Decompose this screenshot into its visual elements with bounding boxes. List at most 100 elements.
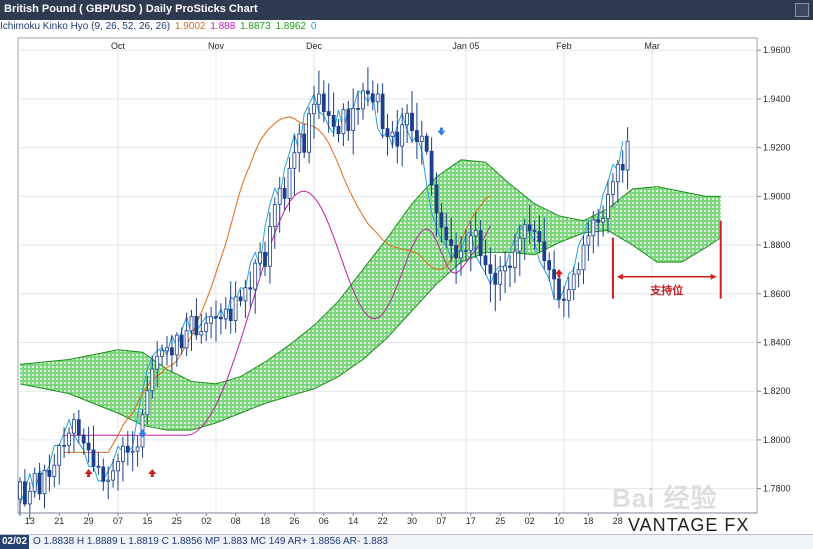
buy-signal-arrow: [555, 269, 563, 275]
baidu-watermark: Bai 经验: [612, 483, 718, 513]
candle-body: [410, 112, 414, 131]
candle-body: [483, 255, 488, 266]
candle-body: [106, 479, 111, 482]
candle-body: [174, 334, 179, 356]
candle-body: [145, 390, 150, 416]
status-ohlc: O 1.8838 H 1.8889 L 1.8819 C 1.8856 MP 1…: [33, 536, 388, 547]
indicator-value-tenkan: 1.9002: [174, 21, 206, 32]
month-label: Nov: [208, 41, 225, 51]
x-axis-tick-label: 08: [231, 516, 241, 526]
candle-body: [179, 334, 184, 349]
buy-signal-arrow-stem: [87, 474, 91, 478]
candle-body: [527, 224, 532, 231]
candle-body: [434, 184, 439, 214]
candle-body: [316, 93, 321, 105]
candle-body: [209, 316, 214, 324]
candle-body: [96, 465, 101, 468]
candle-body: [233, 296, 238, 321]
candle-body: [395, 131, 400, 147]
candle-body: [194, 316, 199, 336]
candle-body: [414, 130, 419, 142]
candle-body: [47, 469, 52, 477]
indicator-legend: Ichimoku Kinko Hyo (9, 26, 52, 26, 26) 1…: [0, 21, 318, 35]
candle-body: [76, 419, 81, 436]
candle-body: [405, 112, 410, 126]
candle-body: [380, 93, 385, 130]
x-axis-tick-label: 15: [142, 516, 152, 526]
candle-body: [258, 251, 263, 264]
candle-body: [169, 347, 174, 356]
candle-body: [611, 181, 615, 195]
candle-body: [424, 135, 429, 152]
x-axis-tick-label: 07: [436, 516, 446, 526]
x-axis-tick-label: 13: [25, 516, 35, 526]
candle-body: [72, 419, 76, 434]
candle-body: [189, 316, 194, 332]
candle-body: [184, 330, 189, 349]
y-axis-tick-label: 1.8400: [763, 337, 791, 347]
candle-body: [336, 126, 341, 135]
candle-body: [468, 235, 473, 251]
price-chart[interactable]: 支持位 1.9600 1.9400 1.9200 1.9000 1.8800 1.8600…: [0, 34, 813, 534]
candle-body: [86, 442, 91, 451]
candle-body: [463, 250, 468, 252]
candle-body: [150, 368, 155, 392]
y-axis-tick-label: 1.9000: [763, 191, 791, 201]
signal-arrows: [84, 127, 563, 478]
candle-body: [449, 239, 454, 246]
candle-body: [111, 470, 115, 481]
window-control-button[interactable]: [795, 3, 809, 17]
sell-signal-arrow: [437, 130, 446, 136]
candle-body: [615, 164, 620, 183]
candle-body: [263, 251, 267, 267]
candle-body: [625, 140, 630, 171]
candle-body: [297, 133, 302, 154]
candle-body: [81, 434, 86, 444]
tenkan-sen-line: [64, 116, 491, 453]
cloud-fill: [20, 159, 721, 431]
candle-body: [130, 450, 135, 453]
candle-body: [370, 93, 375, 103]
candle-body: [503, 265, 508, 272]
x-axis-tick-label: 10: [554, 516, 564, 526]
candle-body: [581, 244, 586, 271]
candle-body: [341, 109, 346, 135]
candle-body: [57, 445, 62, 466]
kijun-sen-line: [64, 190, 491, 436]
indicator-value-chikou: 0: [310, 21, 317, 32]
candle-body: [390, 131, 395, 138]
candle-body: [385, 128, 390, 138]
candle-body: [248, 287, 253, 290]
candle-body: [302, 133, 307, 153]
candle-body: [321, 93, 326, 112]
candle-body: [444, 226, 449, 241]
candle-body: [282, 187, 287, 199]
candle-body: [606, 193, 610, 219]
candle-body: [365, 90, 370, 95]
senkou-span-b-line: [19, 229, 721, 431]
candle-body: [429, 150, 434, 186]
candle-body: [27, 490, 32, 505]
candle-body: [228, 308, 233, 321]
sell-signal-arrow-stem: [439, 127, 443, 131]
candle-body: [571, 273, 576, 291]
x-axis-tick-label: 25: [495, 516, 505, 526]
candle-body: [620, 164, 625, 171]
candle-body: [586, 235, 591, 246]
candle-body: [454, 245, 459, 259]
candle-body: [356, 107, 361, 110]
y-axis-tick-label: 1.8000: [763, 435, 791, 445]
indicator-value-span-a: 1.8873: [240, 21, 271, 32]
sell-signal-arrow-stem: [141, 429, 144, 433]
candle-body: [18, 481, 22, 500]
y-axis-tick-label: 1.9600: [763, 45, 791, 55]
candle-body: [326, 111, 331, 116]
candle-body: [351, 107, 356, 131]
support-arrowhead-left: [616, 273, 623, 280]
candle-body: [121, 445, 125, 463]
candle-body: [52, 464, 57, 477]
chart-axes: 1.9600 1.9400 1.9200 1.9000 1.8800 1.8600 1.84…: [18, 41, 791, 526]
chikou-span-line: [19, 90, 624, 505]
window-titlebar: British Pound ( GBP/USD ) Daily ProStick…: [0, 0, 813, 20]
candle-body: [125, 445, 130, 453]
